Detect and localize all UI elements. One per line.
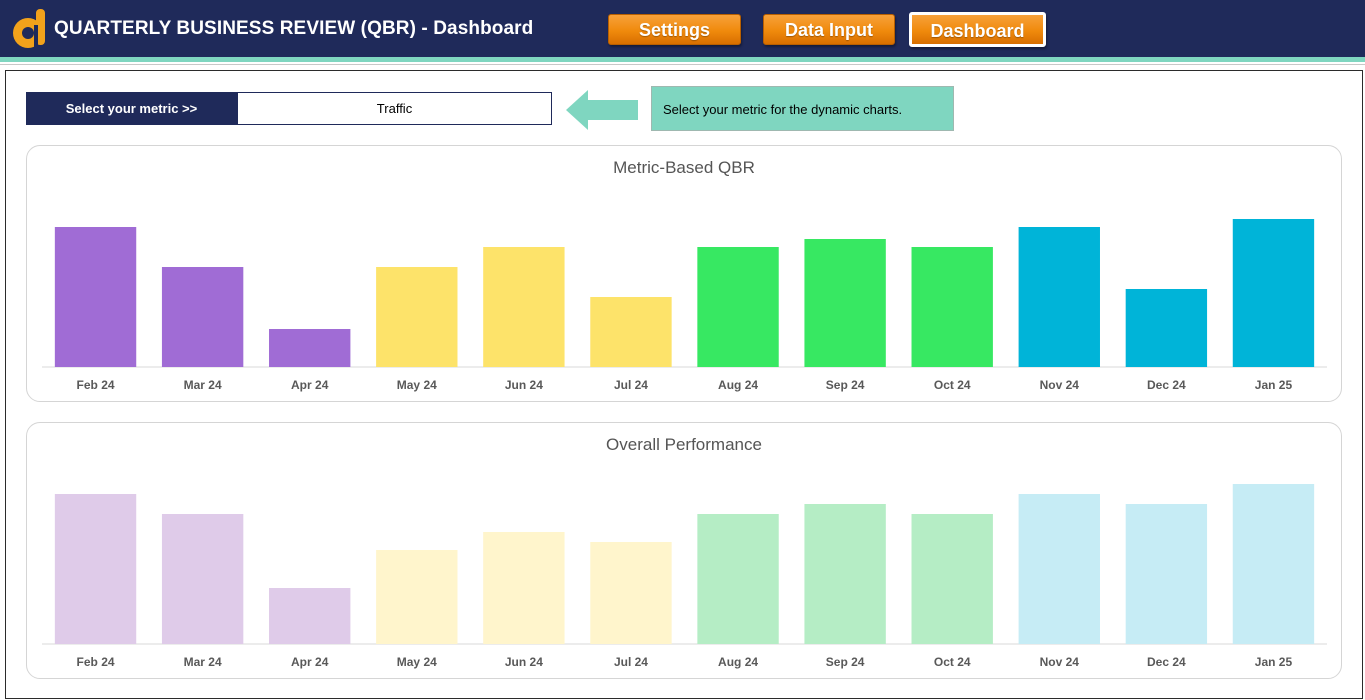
- bar-dec-24: [1125, 504, 1208, 644]
- settings-button[interactable]: Settings: [608, 14, 741, 45]
- x-tick-label: Dec 24: [1147, 378, 1186, 392]
- x-tick-label: Jan 25: [1255, 378, 1293, 392]
- bar-nov-24: [1018, 494, 1100, 644]
- x-tick-label: Aug 24: [718, 655, 758, 669]
- metric-dropdown[interactable]: Traffic: [237, 92, 552, 125]
- chart-plot-area: Feb 24 Mar 24 Apr 24 May 24 Jun 24 Jul 24 Aug …: [42, 484, 1327, 669]
- left-arrow-icon: [566, 90, 638, 130]
- header-divider: [0, 64, 1365, 65]
- x-tick-label: Aug 24: [718, 378, 758, 392]
- x-tick-label: Apr 24: [291, 378, 329, 392]
- x-tick-label: Feb 24: [77, 378, 115, 392]
- bar-jul-24: [590, 542, 672, 644]
- x-tick-label: Mar 24: [184, 378, 222, 392]
- overall-performance-chart: Feb 24 Mar 24 Apr 24 May 24 Jun 24 Jul 24 Aug …: [26, 422, 1342, 679]
- x-tick-label: Jul 24: [614, 655, 648, 669]
- bar-jun-24: [483, 247, 565, 367]
- bar-apr-24: [269, 588, 351, 644]
- bar-sep-24: [804, 504, 886, 644]
- metric-hint-note: Select your metric for the dynamic chart…: [651, 86, 954, 131]
- x-tick-label: Feb 24: [77, 655, 115, 669]
- bar-mar-24: [161, 267, 244, 367]
- bar-feb-24: [54, 494, 137, 644]
- bar-jan-25: [1232, 219, 1315, 367]
- x-tick-label: Jul 24: [614, 378, 648, 392]
- chart-title: Overall Performance: [606, 435, 762, 454]
- bar-mar-24: [161, 514, 244, 644]
- x-tick-label: Oct 24: [934, 378, 971, 392]
- bar-may-24: [376, 267, 458, 367]
- bar-feb-24: [54, 227, 137, 367]
- x-tick-label: Sep 24: [826, 378, 865, 392]
- x-tick-label: Sep 24: [826, 655, 865, 669]
- metric-based-qbr-chart: Feb 24 Mar 24 Apr 24 May 24 Jun 24 Jul 24 Aug …: [26, 145, 1342, 402]
- dashboard-button[interactable]: Dashboard: [909, 12, 1046, 47]
- bar-jul-24: [590, 297, 672, 367]
- x-tick-label: Dec 24: [1147, 655, 1186, 669]
- bar-aug-24: [697, 514, 779, 644]
- metric-selector-label: Select your metric >>: [26, 92, 237, 125]
- bar-may-24: [376, 550, 458, 644]
- x-tick-label: May 24: [397, 378, 437, 392]
- x-tick-label: Oct 24: [934, 655, 971, 669]
- chart-title: Metric-Based QBR: [613, 158, 755, 177]
- orange-d-logo-icon: [13, 9, 45, 48]
- bar-nov-24: [1018, 227, 1100, 367]
- bar-oct-24: [911, 247, 993, 367]
- x-tick-label: Apr 24: [291, 655, 329, 669]
- x-tick-label: Nov 24: [1040, 655, 1080, 669]
- x-tick-label: Nov 24: [1040, 378, 1080, 392]
- x-tick-label: Jun 24: [505, 655, 543, 669]
- x-tick-label: Mar 24: [184, 655, 222, 669]
- chart-plot-area: Feb 24 Mar 24 Apr 24 May 24 Jun 24 Jul 24 Aug …: [42, 219, 1327, 392]
- bar-dec-24: [1125, 289, 1208, 367]
- bar-apr-24: [269, 329, 351, 367]
- x-tick-label: Jan 25: [1255, 655, 1293, 669]
- bar-jun-24: [483, 532, 565, 644]
- bar-jan-25: [1232, 484, 1315, 644]
- bar-oct-24: [911, 514, 993, 644]
- x-tick-label: May 24: [397, 655, 437, 669]
- x-tick-label: Jun 24: [505, 378, 543, 392]
- app-title: QUARTERLY BUSINESS REVIEW (QBR) - Dashbo…: [54, 18, 534, 39]
- header-accent-strip: [0, 57, 1365, 62]
- data-input-button[interactable]: Data Input: [763, 14, 895, 45]
- bar-aug-24: [697, 247, 779, 367]
- bar-sep-24: [804, 239, 886, 367]
